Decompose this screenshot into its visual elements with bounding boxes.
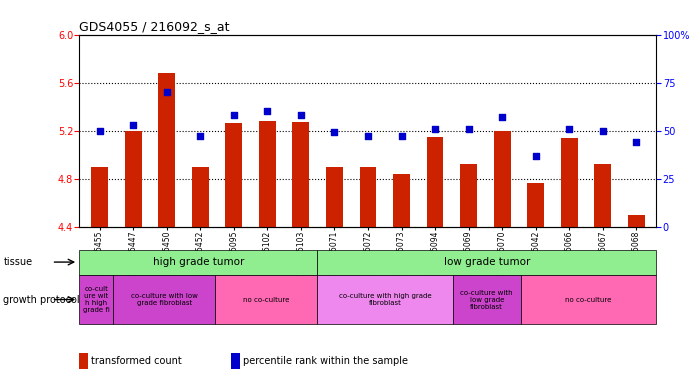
Bar (359, 167, 377, 227)
Bar (393, 174, 410, 227)
Text: co-culture with
low grade
fibroblast: co-culture with low grade fibroblast (460, 290, 513, 310)
Point (94, 127, 105, 134)
Bar (628, 215, 645, 227)
Text: high grade tumor: high grade tumor (153, 257, 244, 267)
Bar (91, 167, 108, 227)
Text: co-cult
ure wit
h high
grade fi: co-cult ure wit h high grade fi (83, 286, 110, 313)
Text: no co-culture: no co-culture (565, 296, 612, 303)
Bar (158, 73, 175, 227)
Point (128, 122, 139, 128)
Text: co-culture with low
grade fibroblast: co-culture with low grade fibroblast (131, 293, 198, 306)
Bar (426, 137, 444, 227)
Point (597, 127, 608, 134)
Bar (561, 138, 578, 227)
Point (430, 126, 441, 132)
Bar (259, 121, 276, 227)
Text: no co-culture: no co-culture (243, 296, 290, 303)
Point (497, 114, 508, 120)
Bar (521, 275, 656, 324)
Point (262, 108, 273, 114)
Bar (125, 131, 142, 227)
Bar (215, 275, 317, 324)
Point (295, 112, 306, 118)
Bar (79, 275, 113, 324)
Bar (317, 250, 656, 275)
Bar (460, 164, 477, 227)
Bar (113, 275, 215, 324)
Bar (453, 275, 521, 324)
Text: low grade tumor: low grade tumor (444, 257, 530, 267)
Bar (292, 122, 310, 227)
Point (463, 126, 474, 132)
Point (564, 126, 575, 132)
Bar (594, 164, 611, 227)
Point (396, 133, 407, 139)
Point (195, 133, 206, 139)
Text: growth protocol: growth protocol (3, 295, 80, 305)
Point (530, 152, 541, 159)
Bar (527, 184, 544, 227)
Point (631, 139, 642, 145)
Point (362, 133, 373, 139)
Bar (79, 250, 317, 275)
Bar (192, 167, 209, 227)
Point (329, 129, 340, 136)
Bar (225, 123, 242, 227)
Bar (494, 131, 511, 227)
Text: tissue: tissue (3, 257, 32, 267)
Text: percentile rank within the sample: percentile rank within the sample (243, 356, 408, 366)
Bar (326, 167, 343, 227)
Point (161, 89, 172, 95)
Point (228, 112, 239, 118)
Text: transformed count: transformed count (91, 356, 181, 366)
Text: co-culture with high grade
fibroblast: co-culture with high grade fibroblast (339, 293, 431, 306)
Text: GDS4055 / 216092_s_at: GDS4055 / 216092_s_at (79, 20, 230, 33)
Bar (317, 275, 453, 324)
